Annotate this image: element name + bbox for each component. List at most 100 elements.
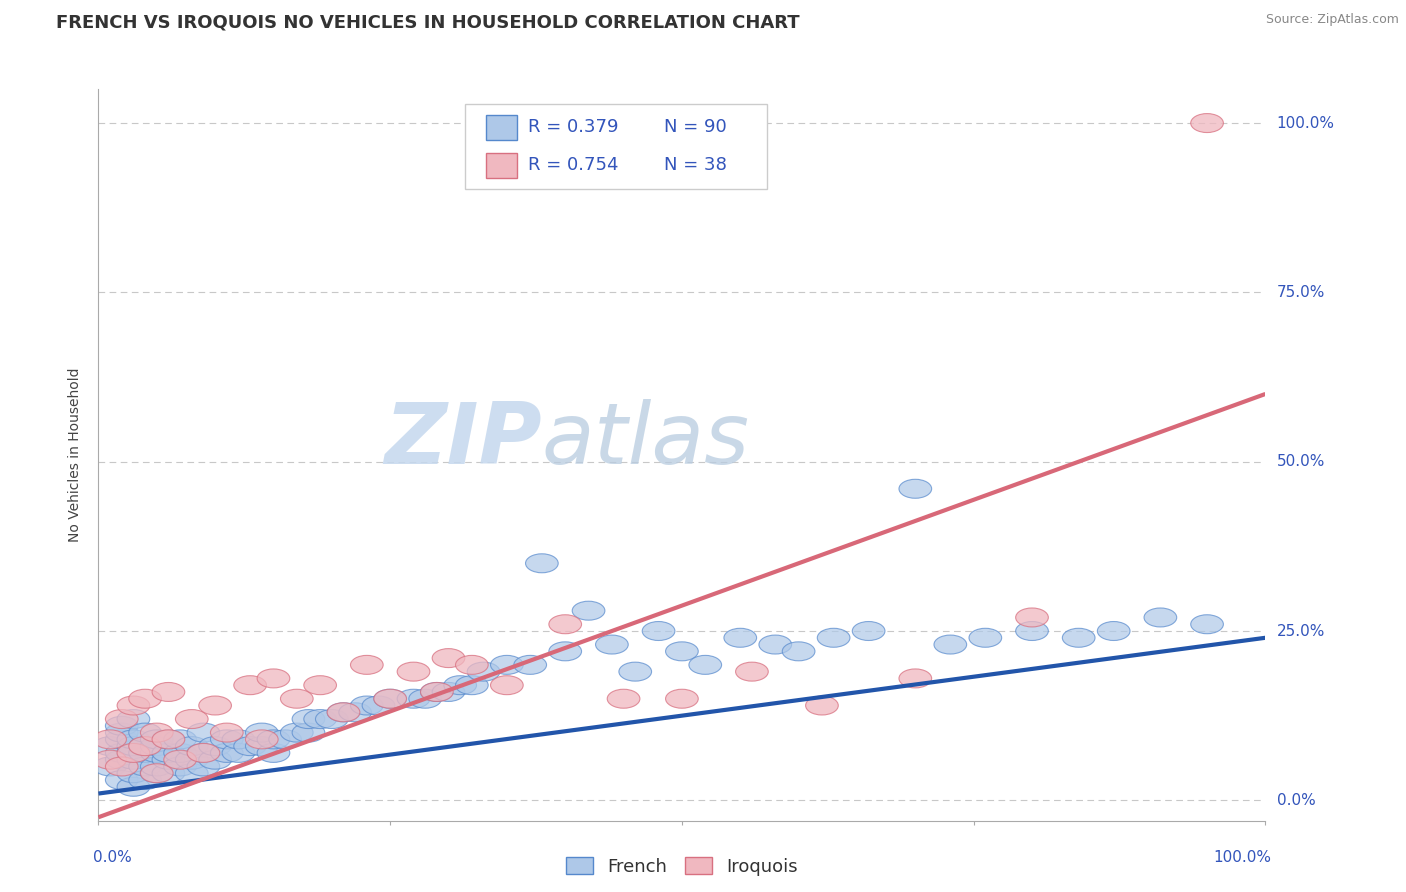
Ellipse shape (852, 622, 884, 640)
Ellipse shape (619, 662, 651, 681)
Ellipse shape (444, 676, 477, 695)
Legend: French, Iroquois: French, Iroquois (557, 848, 807, 885)
Ellipse shape (176, 709, 208, 729)
Ellipse shape (211, 723, 243, 742)
Text: 0.0%: 0.0% (93, 850, 131, 865)
Ellipse shape (117, 737, 150, 756)
Ellipse shape (467, 662, 501, 681)
Ellipse shape (152, 730, 184, 749)
Ellipse shape (420, 682, 453, 701)
Ellipse shape (152, 764, 184, 782)
Ellipse shape (328, 703, 360, 722)
Ellipse shape (491, 676, 523, 695)
Y-axis label: No Vehicles in Household: No Vehicles in Household (69, 368, 83, 542)
Ellipse shape (187, 723, 219, 742)
Ellipse shape (374, 690, 406, 708)
Ellipse shape (117, 709, 150, 729)
Ellipse shape (246, 723, 278, 742)
Ellipse shape (94, 757, 127, 776)
Ellipse shape (898, 479, 932, 499)
Text: FRENCH VS IROQUOIS NO VEHICLES IN HOUSEHOLD CORRELATION CHART: FRENCH VS IROQUOIS NO VEHICLES IN HOUSEH… (56, 13, 800, 31)
Ellipse shape (129, 743, 162, 763)
Ellipse shape (665, 690, 699, 708)
Ellipse shape (187, 757, 219, 776)
Ellipse shape (163, 743, 197, 763)
Ellipse shape (456, 676, 488, 695)
Ellipse shape (187, 743, 219, 763)
Ellipse shape (163, 757, 197, 776)
Ellipse shape (129, 723, 162, 742)
Ellipse shape (304, 676, 336, 695)
Ellipse shape (456, 656, 488, 674)
Ellipse shape (129, 771, 162, 789)
Ellipse shape (969, 628, 1001, 648)
Ellipse shape (898, 669, 932, 688)
Ellipse shape (152, 743, 184, 763)
Ellipse shape (129, 737, 162, 756)
Ellipse shape (94, 737, 127, 756)
Ellipse shape (117, 743, 150, 763)
Ellipse shape (350, 696, 384, 715)
Ellipse shape (304, 709, 336, 729)
Ellipse shape (141, 730, 173, 749)
Ellipse shape (105, 757, 138, 776)
Text: 75.0%: 75.0% (1277, 285, 1324, 300)
Ellipse shape (163, 750, 197, 769)
Ellipse shape (117, 743, 150, 763)
Ellipse shape (94, 750, 127, 769)
Ellipse shape (292, 709, 325, 729)
Ellipse shape (141, 723, 173, 742)
Ellipse shape (643, 622, 675, 640)
Ellipse shape (257, 730, 290, 749)
Text: R = 0.379: R = 0.379 (529, 119, 619, 136)
Ellipse shape (363, 696, 395, 715)
Ellipse shape (246, 730, 278, 749)
Ellipse shape (432, 682, 465, 701)
Ellipse shape (152, 750, 184, 769)
Ellipse shape (117, 696, 150, 715)
Ellipse shape (176, 737, 208, 756)
Ellipse shape (513, 656, 547, 674)
Ellipse shape (315, 709, 349, 729)
Ellipse shape (491, 656, 523, 674)
Ellipse shape (233, 676, 267, 695)
Ellipse shape (222, 743, 254, 763)
Ellipse shape (105, 730, 138, 749)
Ellipse shape (198, 696, 232, 715)
Ellipse shape (129, 737, 162, 756)
Ellipse shape (105, 716, 138, 735)
Ellipse shape (246, 737, 278, 756)
Ellipse shape (257, 743, 290, 763)
Ellipse shape (233, 737, 267, 756)
Ellipse shape (105, 750, 138, 769)
Ellipse shape (211, 730, 243, 749)
Ellipse shape (105, 743, 138, 763)
Ellipse shape (934, 635, 967, 654)
Text: ZIP: ZIP (384, 399, 541, 482)
Ellipse shape (1063, 628, 1095, 648)
Ellipse shape (105, 709, 138, 729)
Ellipse shape (163, 730, 197, 749)
Text: atlas: atlas (541, 399, 749, 482)
Ellipse shape (548, 642, 582, 661)
Ellipse shape (724, 628, 756, 648)
Ellipse shape (350, 656, 384, 674)
Ellipse shape (1191, 113, 1223, 133)
Ellipse shape (665, 642, 699, 661)
Ellipse shape (689, 656, 721, 674)
Ellipse shape (782, 642, 815, 661)
Ellipse shape (735, 662, 768, 681)
Ellipse shape (339, 703, 371, 722)
Ellipse shape (198, 750, 232, 769)
Ellipse shape (257, 669, 290, 688)
Ellipse shape (1097, 622, 1130, 640)
Ellipse shape (572, 601, 605, 620)
Ellipse shape (292, 723, 325, 742)
Text: Source: ZipAtlas.com: Source: ZipAtlas.com (1265, 13, 1399, 27)
Text: 50.0%: 50.0% (1277, 454, 1324, 469)
Ellipse shape (409, 690, 441, 708)
Ellipse shape (374, 690, 406, 708)
Ellipse shape (176, 750, 208, 769)
Ellipse shape (141, 737, 173, 756)
Ellipse shape (141, 764, 173, 782)
